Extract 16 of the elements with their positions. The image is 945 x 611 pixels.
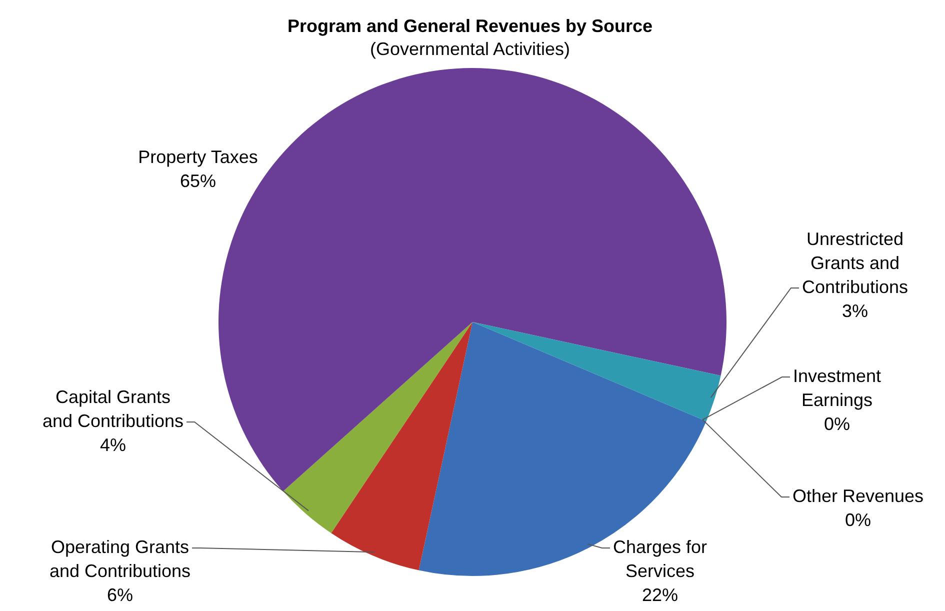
chart-subtitle: (Governmental Activities): [370, 38, 570, 59]
category-label: Other Revenues: [792, 486, 924, 506]
legend-label: Investment Earnings: [792, 366, 882, 410]
slice-label: Unrestricted Grants and Contributions: [802, 228, 908, 297]
slice-label: Property Taxes: [138, 146, 258, 167]
text: 0%: [844, 510, 872, 530]
slice-label: Charges for Services: [612, 536, 708, 581]
text: 0%: [824, 414, 850, 434]
slice-label: Capital Grants and Contributions: [42, 386, 184, 431]
slice-label: Operating Grants and Contributions: [49, 536, 191, 581]
data-label: 3%: [842, 300, 868, 321]
data-label: 22%: [642, 584, 678, 605]
data-label: 65%: [180, 170, 216, 191]
data-label: 4%: [100, 434, 126, 455]
chart-title: Program and General Revenues by Source: [287, 16, 653, 36]
data-label: 6%: [106, 584, 134, 605]
